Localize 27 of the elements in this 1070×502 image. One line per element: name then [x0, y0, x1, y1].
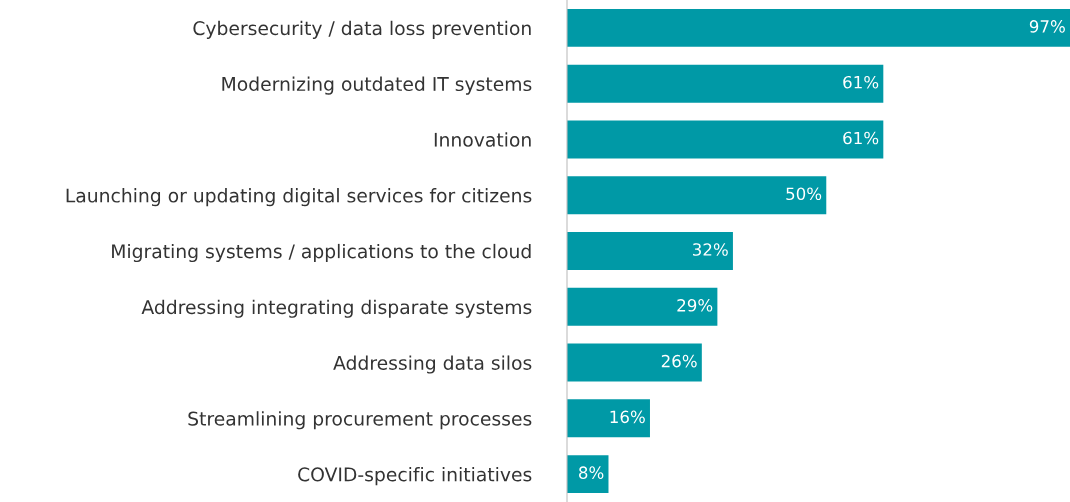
bar: [567, 232, 733, 270]
bar: [567, 8, 1070, 47]
y-tick-label: COVID-specific initiatives: [298, 466, 532, 486]
y-tick-label: Modernizing outdated IT systems: [222, 76, 532, 95]
y-tick-label: Migrating systems / applications to the cloud: [112, 243, 531, 263]
bar: [567, 176, 827, 215]
bar: [567, 343, 702, 382]
bar: [567, 120, 884, 159]
y-tick-label: Addressing integrating disparate systems: [141, 299, 532, 318]
y-tick-label: Launching or updating digital services for citizens: [66, 188, 532, 207]
data-label: 61%: [843, 75, 879, 89]
y-tick-label: Streamlining procurement processes: [188, 411, 532, 430]
data-label: 26%: [661, 354, 697, 368]
bar: [567, 399, 650, 438]
data-label: 61%: [843, 131, 879, 145]
data-label: 29%: [677, 299, 713, 312]
data-label: 32%: [693, 243, 728, 256]
bar: [567, 64, 884, 103]
y-tick-label: Cybersecurity / data loss prevention: [193, 20, 531, 39]
y-tick-label: Innovation: [434, 132, 531, 147]
bar: [567, 455, 609, 494]
y-tick-label: Addressing data silos: [333, 355, 532, 374]
bar: [567, 287, 718, 326]
data-label: 50%: [786, 187, 822, 201]
data-label: 16%: [610, 410, 645, 424]
data-label: 97%: [1029, 20, 1065, 33]
data-label: 8%: [579, 466, 604, 479]
